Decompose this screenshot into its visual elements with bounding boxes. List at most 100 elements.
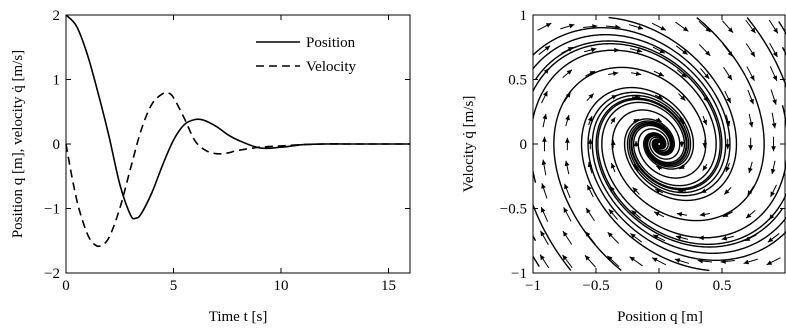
field-arrow-head — [681, 72, 687, 78]
field-arrow-head — [770, 191, 775, 197]
field-arrow-head — [608, 209, 614, 215]
left-x-tick-label: 15 — [381, 278, 396, 294]
field-arrow-head — [587, 116, 593, 122]
field-arrow-head — [589, 71, 596, 76]
series-line-position — [65, 14, 410, 220]
left-x-axis-label: Time t [s] — [209, 309, 268, 325]
field-arrow-head — [543, 68, 549, 74]
phase-trajectory — [601, 101, 786, 239]
field-arrow-head — [542, 136, 547, 142]
field-arrow-head — [770, 168, 776, 175]
field-arrow-head — [748, 121, 754, 128]
field-arrow-head — [725, 144, 731, 150]
field-arrow-head — [743, 259, 750, 265]
field-arrow-head — [677, 188, 683, 194]
field-arrow-head — [610, 186, 615, 192]
field-arrow-head — [767, 237, 774, 243]
field-arrow-head — [542, 113, 548, 120]
field-arrow-head — [592, 24, 598, 29]
field-arrow-head — [766, 260, 773, 265]
field-arrow-head — [680, 95, 686, 101]
field-arrow-head — [705, 26, 711, 33]
left-y-tick-label: 1 — [53, 73, 61, 89]
field-arrow-head — [541, 207, 546, 213]
right-x-tick-label: 0.5 — [713, 278, 732, 294]
field-arrow-head — [633, 140, 639, 146]
field-arrow-head — [587, 161, 593, 168]
field-arrow-head — [771, 146, 776, 152]
field-arrow-head — [567, 47, 574, 52]
field-arrow-head — [586, 207, 591, 214]
field-arrow-head — [564, 183, 569, 190]
field-arrow-head — [657, 94, 663, 100]
phase-trajectory — [595, 97, 784, 248]
field-arrow-head — [611, 95, 618, 100]
phase-trajectory — [553, 66, 707, 271]
field-arrow-head — [564, 137, 570, 143]
field-arrow-head — [610, 139, 616, 145]
field-arrow-head — [633, 119, 639, 124]
field-arrow-head — [749, 75, 755, 81]
field-arrow-head — [612, 71, 619, 76]
field-arrow-head — [702, 143, 708, 149]
field-arrow-head — [744, 236, 751, 241]
field-arrow-head — [630, 233, 636, 239]
right-x-tick-label: 0 — [655, 278, 663, 294]
field-arrow-head — [658, 71, 664, 77]
field-arrow-head — [772, 51, 778, 58]
field-arrow-head — [587, 138, 593, 144]
field-arrow-head — [607, 255, 613, 262]
field-arrow-head — [566, 69, 572, 75]
field-arrow-head — [750, 51, 756, 57]
right-y-tick-label: 1 — [520, 8, 528, 24]
field-arrow-head — [587, 184, 592, 191]
field-arrow-head — [699, 212, 706, 217]
phase-trajectories — [533, 16, 786, 272]
series-line-velocity — [65, 91, 410, 248]
field-arrow-head — [629, 256, 636, 262]
field-arrow-head — [611, 162, 616, 169]
field-arrow-head — [697, 258, 703, 264]
field-arrow-head — [676, 211, 683, 217]
field-arrow-head — [772, 75, 777, 81]
field-arrow-head — [720, 259, 726, 264]
right-axis-ticks: −1 −0.5 0 0.5 −1 −0.5 0 0.5 1 — [500, 8, 785, 294]
right-y-tick-label: −0.5 — [500, 202, 527, 218]
right-y-axis-label: Velocity q̇ [m/s] — [461, 96, 477, 193]
field-arrow-head — [654, 211, 660, 217]
left-y-tick-label: −1 — [44, 202, 60, 218]
field-arrow-head — [635, 71, 642, 77]
field-arrow-head — [562, 231, 568, 237]
field-arrow-head — [771, 122, 777, 129]
field-arrow-head — [636, 48, 643, 53]
field-arrow-head — [750, 27, 756, 34]
field-arrow-head — [746, 213, 752, 219]
field-arrow-head — [772, 99, 777, 105]
field-arrow-head — [674, 258, 681, 263]
field-arrow-head — [727, 27, 734, 33]
field-arrow-head — [702, 165, 708, 171]
field-arrow-head — [769, 214, 775, 220]
field-arrow-head — [722, 212, 729, 217]
left-y-tick-label: 0 — [53, 137, 61, 153]
field-arrow-head — [660, 25, 666, 31]
field-arrow-head — [545, 23, 552, 28]
field-arrow-head — [614, 47, 620, 53]
field-arrow-head — [703, 96, 708, 102]
field-arrow-head — [679, 164, 685, 169]
field-arrow-head — [615, 24, 621, 30]
phase-trajectory — [533, 49, 717, 187]
phase-portrait-chart: −1 −0.5 0 0.5 −1 −0.5 0 0.5 1 Position q [m] Vel… — [461, 8, 786, 325]
field-arrow-head — [633, 164, 639, 170]
field-arrow-head — [585, 231, 591, 237]
field-arrow-head — [682, 26, 689, 32]
left-series-group — [65, 14, 410, 248]
phase-trajectory — [591, 46, 786, 255]
right-y-tick-label: 0 — [520, 137, 528, 153]
field-arrow-head — [540, 254, 545, 261]
field-arrow-head — [656, 166, 662, 171]
time-response-chart: 0 5 10 15 −2 −1 0 1 2 Position Velocity Time t [… — [10, 8, 411, 325]
field-arrow-head — [564, 160, 570, 167]
right-x-axis-label: Position q [m] — [617, 309, 703, 325]
